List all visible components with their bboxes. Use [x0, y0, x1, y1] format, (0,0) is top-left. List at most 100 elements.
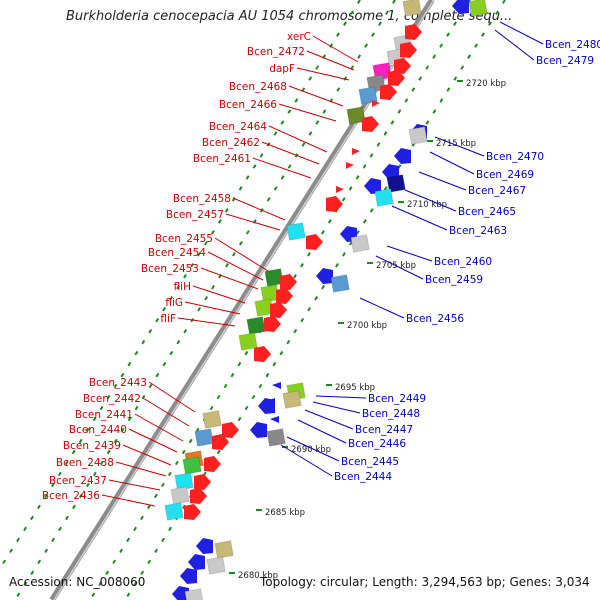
left-gene-label[interactable]: Bcen_2440: [69, 424, 127, 436]
gene-feature[interactable]: [394, 148, 411, 164]
left-gene-label[interactable]: fliH: [174, 281, 191, 293]
left-gene-label[interactable]: Bcen_2441: [75, 409, 133, 421]
gene-feature[interactable]: [364, 178, 381, 194]
gene-feature[interactable]: [184, 588, 204, 600]
gene-feature[interactable]: [336, 186, 344, 193]
gene-feature[interactable]: [206, 556, 226, 575]
gene-feature[interactable]: [400, 42, 417, 58]
left-gene-label[interactable]: Bcen_2442: [83, 393, 141, 405]
gene-feature[interactable]: [316, 268, 333, 284]
gene-feature[interactable]: [380, 84, 397, 100]
gene-feature[interactable]: [350, 234, 370, 253]
gene-feature[interactable]: [164, 502, 184, 521]
gene-feature[interactable]: [182, 456, 202, 475]
right-gene-label[interactable]: Bcen_2470: [486, 151, 544, 163]
gene-feature[interactable]: [374, 188, 394, 207]
gene-feature[interactable]: [238, 332, 258, 351]
gene-feature[interactable]: [276, 288, 293, 304]
left-gene-label[interactable]: Bcen_2462: [202, 137, 260, 149]
gene-feature[interactable]: [372, 100, 380, 107]
gene-feature[interactable]: [190, 488, 207, 504]
gene-feature[interactable]: [272, 382, 281, 389]
right-gene-label[interactable]: Bcen_2447: [355, 424, 413, 436]
left-gene-label[interactable]: xerC: [287, 31, 311, 43]
gene-feature[interactable]: [194, 474, 211, 490]
left-gene-label[interactable]: Bcen_2439: [63, 440, 121, 452]
gene-feature[interactable]: [188, 554, 205, 570]
gene-feature[interactable]: [346, 162, 354, 169]
right-gene-label[interactable]: Bcen_2444: [334, 471, 392, 483]
gene-feature[interactable]: [270, 302, 287, 318]
gene-feature[interactable]: [212, 434, 229, 450]
right-gene-label[interactable]: Bcen_2448: [362, 408, 420, 420]
gene-feature[interactable]: [264, 316, 281, 332]
gene-feature[interactable]: [362, 116, 379, 132]
left-gene-label[interactable]: Bcen_2438: [56, 457, 114, 469]
gene-feature[interactable]: [405, 24, 422, 40]
gene-feature[interactable]: [180, 568, 197, 584]
left-gene-label[interactable]: fliG: [165, 297, 183, 309]
gene-feature[interactable]: [270, 416, 279, 423]
left-gene-label[interactable]: Bcen_2457: [166, 209, 224, 221]
gene-feature[interactable]: [286, 222, 306, 241]
right-gene-label[interactable]: Bcen_2449: [368, 393, 426, 405]
left-gene-label[interactable]: Bcen_2466: [219, 99, 277, 111]
left-gene-label[interactable]: dapF: [269, 63, 295, 75]
gene-feature[interactable]: [194, 428, 214, 447]
right-gene-label[interactable]: Bcen_2480: [545, 39, 600, 51]
gene-feature[interactable]: [306, 234, 323, 250]
right-gene-label[interactable]: Bcen_2445: [341, 456, 399, 468]
gene-feature[interactable]: [246, 316, 266, 335]
gene-feature[interactable]: [358, 86, 378, 105]
left-gene-label[interactable]: Bcen_2443: [89, 377, 147, 389]
gene-feature[interactable]: [452, 0, 469, 14]
gene-feature[interactable]: [326, 196, 343, 212]
left-gene-label[interactable]: Bcen_2461: [193, 153, 251, 165]
gene-feature[interactable]: [386, 174, 406, 193]
gene-feature[interactable]: [346, 106, 366, 125]
right-gene-label[interactable]: Bcen_2460: [434, 256, 492, 268]
left-gene-label[interactable]: Bcen_2436: [42, 490, 100, 502]
right-gene-label[interactable]: Bcen_2479: [536, 55, 594, 67]
gene-feature[interactable]: [402, 0, 422, 17]
gene-feature[interactable]: [196, 538, 213, 554]
gene-feature[interactable]: [352, 148, 360, 155]
gene-feature[interactable]: [388, 70, 405, 86]
gene-feature[interactable]: [184, 504, 201, 520]
gene-feature[interactable]: [258, 398, 275, 414]
right-gene-label[interactable]: Bcen_2467: [468, 185, 526, 197]
gene-feature[interactable]: [204, 456, 221, 472]
gene-feature[interactable]: [266, 428, 286, 447]
right-gene-label[interactable]: Bcen_2465: [458, 206, 516, 218]
gene-feature[interactable]: [172, 586, 189, 600]
gene-feature[interactable]: [222, 422, 239, 438]
right-gene-label[interactable]: Bcen_2446: [348, 438, 406, 450]
left-gene-label[interactable]: Bcen_2437: [49, 475, 107, 487]
gene-feature[interactable]: [250, 422, 267, 438]
left-gene-label[interactable]: Bcen_2454: [148, 247, 206, 259]
gene-feature[interactable]: [280, 274, 297, 290]
right-gene-label[interactable]: Bcen_2463: [449, 225, 507, 237]
left-gene-label[interactable]: Bcen_2453: [141, 263, 199, 275]
gene-feature[interactable]: [202, 410, 222, 429]
gene-feature[interactable]: [170, 486, 190, 505]
left-gene-label[interactable]: Bcen_2455: [155, 233, 213, 245]
gene-feature[interactable]: [330, 274, 350, 293]
left-gene-label[interactable]: Bcen_2468: [229, 81, 287, 93]
left-gene-label[interactable]: Bcen_2458: [173, 193, 231, 205]
gene-feature[interactable]: [214, 540, 234, 559]
right-gene-label[interactable]: Bcen_2456: [406, 313, 464, 325]
right-gene-label[interactable]: Bcen_2459: [425, 274, 483, 286]
gene-feature[interactable]: [394, 58, 411, 74]
right-leader-line: [434, 136, 485, 157]
gene-feature[interactable]: [282, 390, 302, 409]
gene-feature[interactable]: [408, 126, 428, 145]
left-gene-label[interactable]: Bcen_2464: [209, 121, 267, 133]
right-gene-label[interactable]: Bcen_2469: [476, 169, 534, 181]
gene-feature[interactable]: [382, 164, 399, 180]
gene-feature[interactable]: [254, 346, 271, 362]
left-gene-label[interactable]: fliF: [160, 313, 176, 325]
gene-feature[interactable]: [468, 0, 488, 17]
left-gene-label[interactable]: Bcen_2472: [247, 46, 305, 58]
